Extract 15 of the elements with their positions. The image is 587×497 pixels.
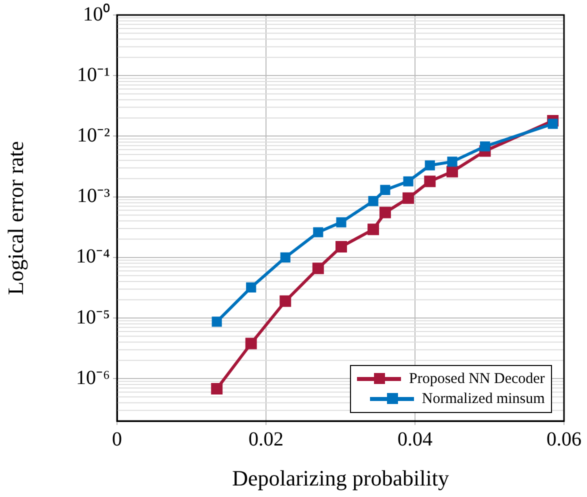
y-tick-label: 10⁻⁶ (76, 366, 110, 389)
x-axis-title: Depolarizing probability (232, 466, 449, 491)
legend-label: Proposed NN Decoder (409, 370, 545, 389)
y-axis-title: Logical error rate (2, 141, 28, 295)
legend-label: Normalized minsum (422, 390, 545, 409)
y-tick-label: 10⁰ (83, 2, 110, 26)
x-tick-label: 0.04 (398, 428, 432, 450)
x-tick-label: 0 (112, 428, 122, 450)
y-tick-label: 10⁻² (77, 124, 110, 146)
y-tick-label: 10⁻³ (77, 185, 110, 208)
x-tick-label: 0.06 (546, 428, 582, 450)
y-tick-label: 10⁻¹ (77, 64, 110, 86)
y-tick-label: 10⁻⁵ (76, 306, 110, 328)
y-tick-label: 10⁻⁴ (76, 246, 110, 268)
x-tick-label: 0.02 (248, 428, 284, 450)
